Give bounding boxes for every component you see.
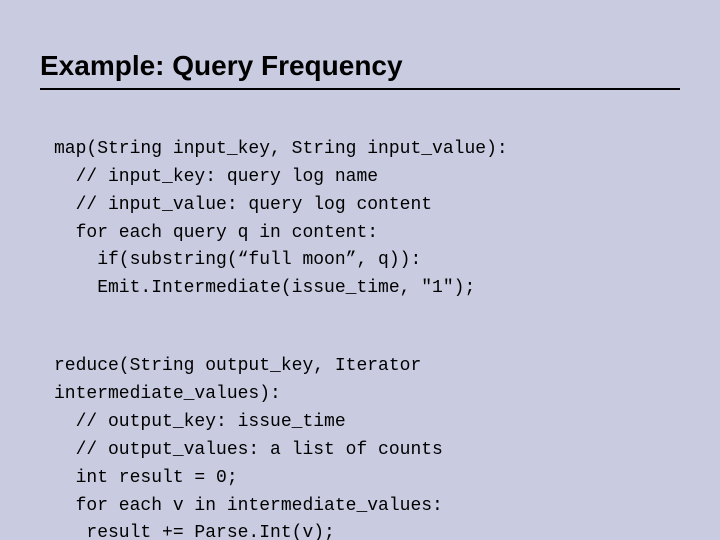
- slide-title: Example: Query Frequency: [40, 50, 680, 90]
- code-line: for each query q in content:: [54, 223, 378, 243]
- slide: Example: Query Frequency map(String inpu…: [0, 0, 720, 540]
- code-line: for each v in intermediate_values:: [54, 496, 443, 516]
- code-line: // output_values: a list of counts: [54, 440, 443, 460]
- code-line: if(substring(“full moon”, q)):: [54, 250, 421, 270]
- code-line: result += Parse.Int(v);: [54, 523, 335, 540]
- code-line: map(String input_key, String input_value…: [54, 139, 508, 159]
- code-line: intermediate_values):: [54, 384, 281, 404]
- code-line: // input_key: query log name: [54, 167, 378, 187]
- code-line: reduce(String output_key, Iterator: [54, 356, 421, 376]
- code-line: Emit.Intermediate(issue_time, "1");: [54, 278, 475, 298]
- code-line: // output_key: issue_time: [54, 412, 346, 432]
- code-line: int result = 0;: [54, 468, 238, 488]
- code-line: // input_value: query log content: [54, 195, 432, 215]
- code-block-map: map(String input_key, String input_value…: [40, 108, 680, 303]
- code-block-reduce: reduce(String output_key, Iterator inter…: [40, 325, 680, 540]
